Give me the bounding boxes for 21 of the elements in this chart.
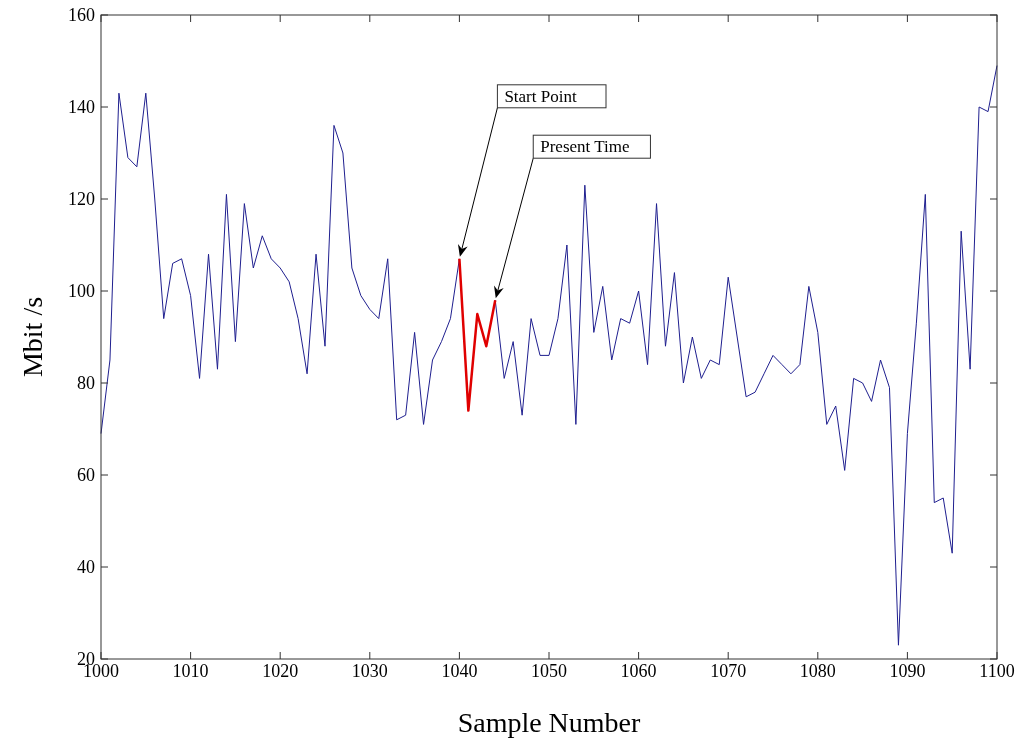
x-tick-label: 1090 <box>889 661 926 681</box>
y-tick-label: 40 <box>77 557 95 577</box>
x-tick-label: 1060 <box>620 661 657 681</box>
x-tick-label: 1070 <box>710 661 747 681</box>
x-tick-label: 1100 <box>979 661 1015 681</box>
x-tick-label: 1040 <box>441 661 478 681</box>
y-tick-label: 80 <box>77 373 95 393</box>
y-tick-label: 140 <box>68 97 95 117</box>
x-axis-title: Sample Number <box>457 707 642 738</box>
x-tick-label: 1020 <box>262 661 299 681</box>
x-tick-label: 1010 <box>172 661 209 681</box>
annotation: Present Time <box>540 137 630 157</box>
x-tick-label: 1030 <box>351 661 388 681</box>
x-tick-label: 1050 <box>531 661 567 681</box>
y-tick-label: 160 <box>68 5 95 25</box>
y-axis-title: Mbit /s <box>17 296 48 378</box>
y-tick-label: 60 <box>77 465 95 485</box>
x-tick-label: 1080 <box>799 661 836 681</box>
y-tick-label: 120 <box>68 189 95 209</box>
y-tick-label: 100 <box>68 281 95 301</box>
annotation: Start Point <box>504 86 577 106</box>
